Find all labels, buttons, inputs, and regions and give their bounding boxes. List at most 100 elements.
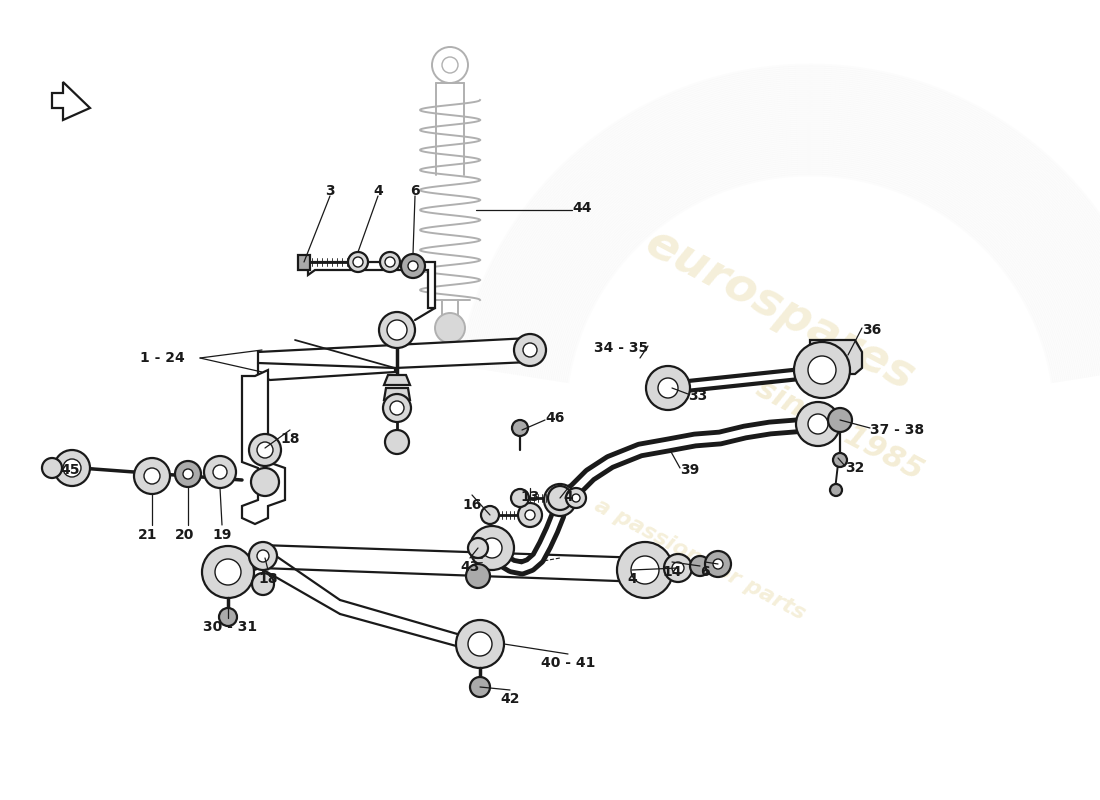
- Circle shape: [219, 608, 236, 626]
- Circle shape: [468, 538, 488, 558]
- Circle shape: [456, 620, 504, 668]
- Circle shape: [42, 458, 62, 478]
- Circle shape: [470, 677, 490, 697]
- Polygon shape: [384, 375, 410, 385]
- Text: 33: 33: [688, 389, 707, 403]
- Text: 13: 13: [520, 490, 540, 504]
- Circle shape: [434, 313, 465, 343]
- Circle shape: [63, 459, 81, 477]
- Text: 30 - 31: 30 - 31: [202, 620, 257, 634]
- Text: 4: 4: [563, 490, 573, 504]
- Circle shape: [705, 551, 732, 577]
- Text: 1 - 24: 1 - 24: [141, 351, 185, 365]
- Circle shape: [353, 257, 363, 267]
- Text: 18: 18: [280, 432, 299, 446]
- Text: 20: 20: [175, 528, 195, 542]
- Text: 40 - 41: 40 - 41: [541, 656, 595, 670]
- Text: 44: 44: [572, 201, 592, 215]
- Circle shape: [572, 494, 580, 502]
- Circle shape: [672, 562, 684, 574]
- Text: 36: 36: [862, 323, 881, 337]
- Circle shape: [134, 458, 170, 494]
- Circle shape: [830, 484, 842, 496]
- Circle shape: [385, 430, 409, 454]
- Polygon shape: [258, 338, 530, 380]
- Text: 42: 42: [500, 692, 519, 706]
- Circle shape: [794, 342, 850, 398]
- Circle shape: [617, 542, 673, 598]
- Circle shape: [690, 556, 710, 576]
- Circle shape: [566, 488, 586, 508]
- Circle shape: [512, 489, 529, 507]
- Circle shape: [518, 503, 542, 527]
- Polygon shape: [52, 82, 90, 120]
- Circle shape: [470, 526, 514, 570]
- Polygon shape: [810, 340, 862, 374]
- Text: 46: 46: [544, 411, 564, 425]
- Circle shape: [544, 484, 576, 516]
- Circle shape: [631, 556, 659, 584]
- Text: 37 - 38: 37 - 38: [870, 423, 924, 437]
- Circle shape: [646, 366, 690, 410]
- Circle shape: [833, 453, 847, 467]
- Text: 3: 3: [326, 184, 334, 198]
- Circle shape: [249, 434, 280, 466]
- Circle shape: [432, 47, 468, 83]
- Circle shape: [808, 356, 836, 384]
- Text: 4: 4: [627, 572, 637, 586]
- Circle shape: [249, 542, 277, 570]
- Text: 6: 6: [410, 184, 420, 198]
- Circle shape: [512, 420, 528, 436]
- Text: 34 - 35: 34 - 35: [594, 341, 648, 355]
- Circle shape: [481, 506, 499, 524]
- Circle shape: [379, 252, 400, 272]
- Text: 16: 16: [462, 498, 482, 512]
- Circle shape: [466, 564, 490, 588]
- Text: 39: 39: [680, 463, 700, 477]
- Circle shape: [214, 559, 241, 585]
- Text: 14: 14: [662, 565, 682, 579]
- Circle shape: [385, 257, 395, 267]
- Circle shape: [213, 465, 227, 479]
- Text: 19: 19: [212, 528, 232, 542]
- Polygon shape: [384, 388, 410, 400]
- Circle shape: [664, 554, 692, 582]
- Circle shape: [383, 394, 411, 422]
- Circle shape: [183, 469, 192, 479]
- Polygon shape: [308, 262, 435, 308]
- Circle shape: [658, 378, 678, 398]
- Circle shape: [251, 468, 279, 496]
- Text: 4: 4: [373, 184, 383, 198]
- Circle shape: [408, 261, 418, 271]
- Circle shape: [548, 486, 572, 510]
- Text: 45: 45: [60, 463, 79, 477]
- Circle shape: [387, 320, 407, 340]
- Circle shape: [468, 632, 492, 656]
- Circle shape: [175, 461, 201, 487]
- Circle shape: [514, 334, 546, 366]
- Text: since 1985: since 1985: [751, 374, 928, 486]
- Circle shape: [808, 414, 828, 434]
- Polygon shape: [242, 370, 285, 524]
- Circle shape: [525, 510, 535, 520]
- Text: 43: 43: [460, 560, 480, 574]
- Circle shape: [144, 468, 159, 484]
- Circle shape: [390, 401, 404, 415]
- Circle shape: [348, 252, 369, 272]
- Circle shape: [252, 573, 274, 595]
- Circle shape: [54, 450, 90, 486]
- Circle shape: [257, 442, 273, 458]
- Circle shape: [828, 408, 852, 432]
- Text: 18: 18: [258, 572, 277, 586]
- Text: 21: 21: [139, 528, 157, 542]
- Circle shape: [257, 550, 270, 562]
- Text: 32: 32: [845, 461, 865, 475]
- Circle shape: [202, 546, 254, 598]
- Text: a passion for parts: a passion for parts: [591, 496, 808, 624]
- Circle shape: [402, 254, 425, 278]
- Circle shape: [522, 343, 537, 357]
- Circle shape: [204, 456, 236, 488]
- Circle shape: [482, 538, 502, 558]
- Circle shape: [796, 402, 840, 446]
- Circle shape: [442, 57, 458, 73]
